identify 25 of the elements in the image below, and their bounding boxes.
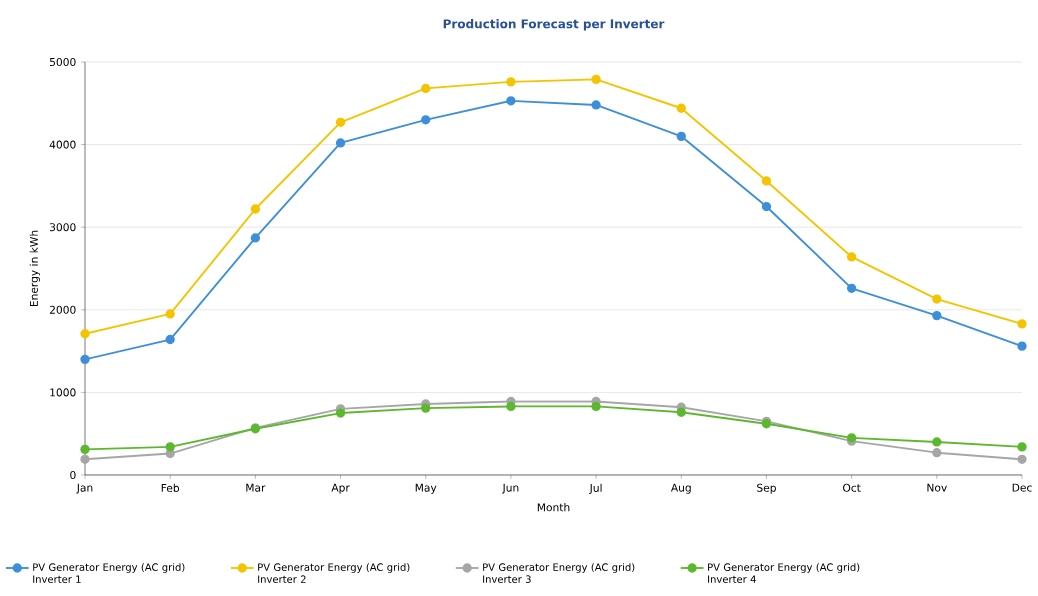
x-tick-label: Jun [502,483,519,494]
legend-label: PV Generator Energy (AC grid) Inverter 2 [258,563,410,583]
legend-label: PV Generator Energy (AC grid) Inverter 4 [708,563,860,583]
y-tick-label: 4000 [49,140,76,149]
y-tick-label: 1000 [50,388,76,397]
y-axis-title: Energy in kWh [29,230,40,307]
y-tick-label: 5000 [49,57,76,67]
x-tick-label: May [415,483,437,494]
x-tick-label: Aug [670,483,691,494]
x-tick-label: Nov [927,483,947,492]
y-tick-label: 2000 [49,305,76,314]
x-tick-label: Feb [161,483,180,492]
legend-label: PV Generator Energy (AC grid) Inverter 3 [483,563,635,583]
y-tick-label: 3000 [49,223,76,232]
x-tick-label: Jul [589,483,602,494]
x-tick-label: Apr [331,483,350,494]
x-tick-label: Dec [1012,483,1032,492]
chart-title: Production Forecast per Inverter [443,19,665,31]
x-tick-label: Mar [246,483,266,492]
x-axis-title: Month [537,503,570,512]
x-tick-label: Jan [76,483,93,494]
x-tick-label: Oct [843,483,861,492]
y-tick-label: 0 [70,470,76,480]
x-tick-label: Sep [757,483,776,494]
legend-label: PV Generator Energy (AC grid) Inverter 1 [33,563,185,583]
